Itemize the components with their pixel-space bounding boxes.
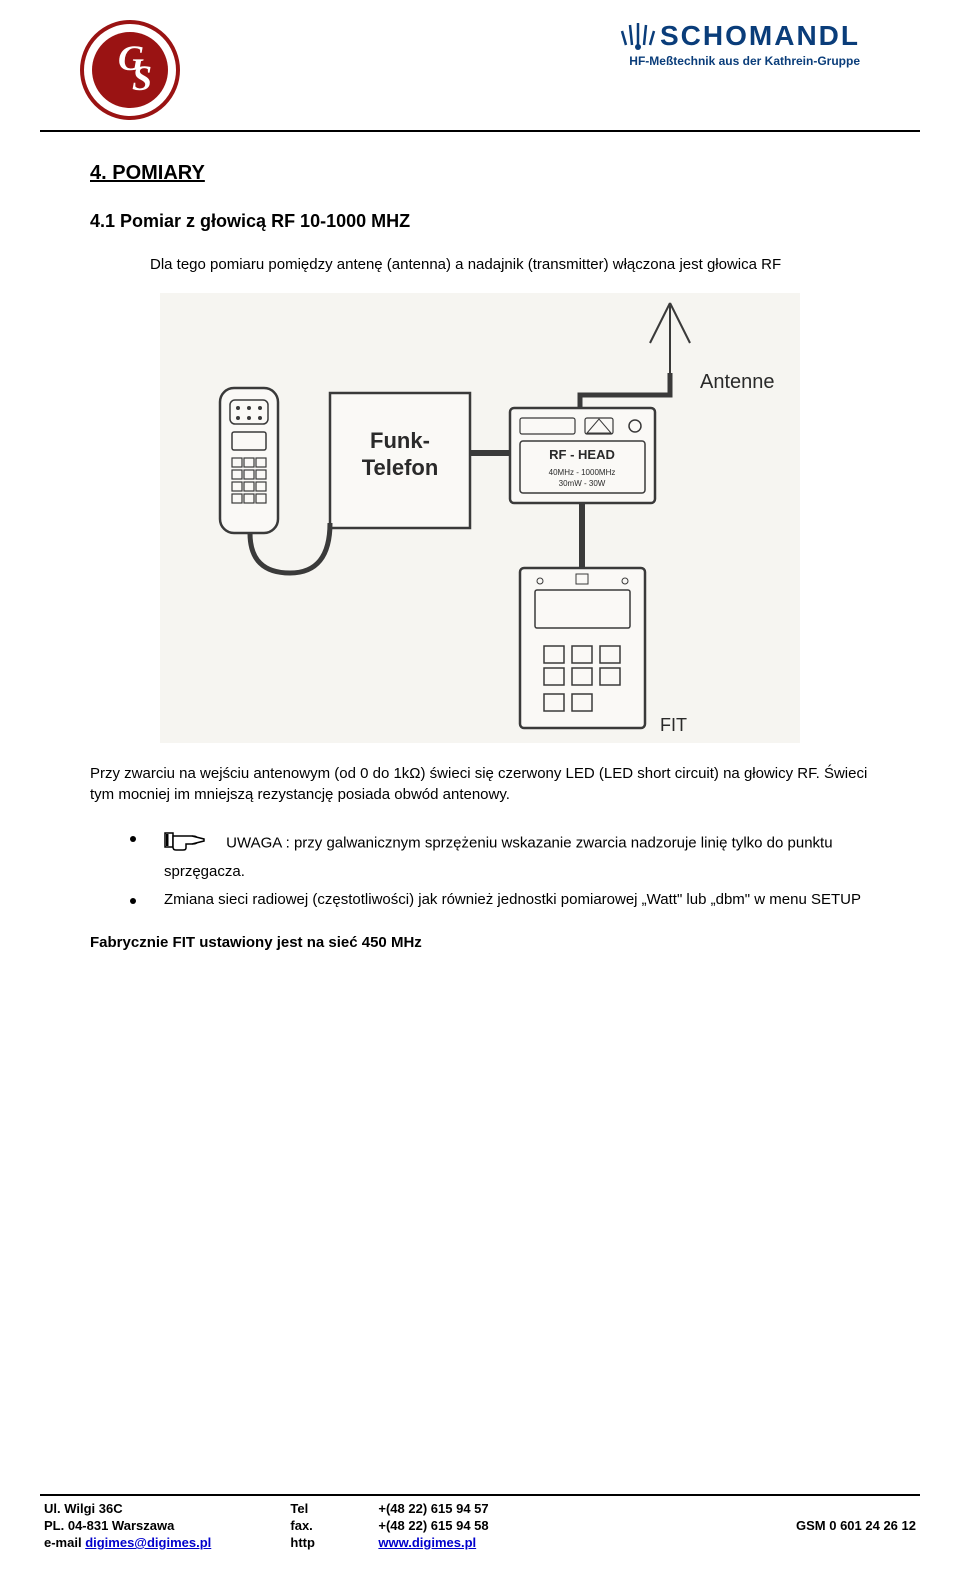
footer-tel-value: +(48 22) 615 94 57 [374,1500,638,1517]
after-diagram-paragraph: Przy zwarciu na wejściu antenowym (od 0 … [90,763,870,805]
footer-empty [638,1500,920,1517]
bullet2-text: Zmiana sieci radiowej (częstotliwości) j… [164,889,861,912]
bullet-icon [130,898,136,904]
svg-text:S: S [132,58,152,98]
footer-email-cell: e-mail digimes@digimes.pl [40,1534,286,1551]
svg-text:Funk-: Funk- [370,428,430,453]
note-list: UWAGA : przy galwanicznym sprzężeniu wsk… [90,827,870,912]
footer-city: PL. 04-831 Warszawa [40,1517,286,1534]
svg-text:40MHz - 1000MHz: 40MHz - 1000MHz [549,468,616,477]
svg-text:RF - HEAD: RF - HEAD [549,447,615,462]
svg-text:FIT: FIT [660,715,687,735]
section-title: 4. POMIARY [90,162,870,185]
footer-empty2 [638,1534,920,1551]
schomandl-rays-icon [620,21,656,51]
fit-default-line: Fabrycznie FIT ustawiony jest na sieć 45… [90,934,870,951]
website-link[interactable]: www.digimes.pl [378,1535,476,1550]
footer-tel-label: Tel [286,1500,374,1517]
rf-diagram: Antenne RF - HEAD 40MHz - 1000MHz 30mW -… [160,293,800,743]
table-row: Ul. Wilgi 36C Tel +(48 22) 615 94 57 [40,1500,920,1517]
footer-table: Ul. Wilgi 36C Tel +(48 22) 615 94 57 PL.… [40,1500,920,1551]
bullet1-text: UWAGA : przy galwanicznym sprzężeniu wsk… [164,835,833,880]
main-content: 4. POMIARY 4.1 Pomiar z głowicą RF 10-10… [0,132,960,951]
list-item: Zmiana sieci radiowej (częstotliwości) j… [130,889,870,912]
footer-url-cell: www.digimes.pl [374,1534,638,1551]
page-header: G S SCHOMANDL HF-Meßtechnik aus der Kath… [40,0,920,132]
schomandl-logo-block: SCHOMANDL HF-Meßtechnik aus der Kathrein… [620,20,860,68]
intro-paragraph: Dla tego pomiaru pomiędzy antenę (antenn… [90,254,870,275]
footer-address: Ul. Wilgi 36C [40,1500,286,1517]
schomandl-tagline: HF-Meßtechnik aus der Kathrein-Gruppe [620,54,860,68]
footer-fax-label: fax. [286,1517,374,1534]
email-link[interactable]: digimes@digimes.pl [85,1535,211,1550]
section-subtitle: 4.1 Pomiar z głowicą RF 10-1000 MHZ [90,211,870,232]
svg-text:30mW - 30W: 30mW - 30W [559,479,606,488]
page-footer: Ul. Wilgi 36C Tel +(48 22) 615 94 57 PL.… [40,1494,920,1551]
table-row: PL. 04-831 Warszawa fax. +(48 22) 615 94… [40,1517,920,1534]
list-item: UWAGA : przy galwanicznym sprzężeniu wsk… [130,827,870,883]
pointing-hand-icon [164,827,208,861]
table-row: e-mail digimes@digimes.pl http www.digim… [40,1534,920,1551]
footer-fax-value: +(48 22) 615 94 58 [374,1517,638,1534]
schomandl-name: SCHOMANDL [660,20,860,52]
diagram-container: Antenne RF - HEAD 40MHz - 1000MHz 30mW -… [90,293,870,743]
email-prefix: e-mail [44,1535,85,1550]
footer-gsm: GSM 0 601 24 26 12 [638,1517,920,1534]
footer-http-label: http [286,1534,374,1551]
antenna-label: Antenne [700,371,775,393]
svg-text:Telefon: Telefon [362,455,439,480]
bullet-icon [130,836,136,842]
gs-logo-icon: G S [80,20,180,120]
